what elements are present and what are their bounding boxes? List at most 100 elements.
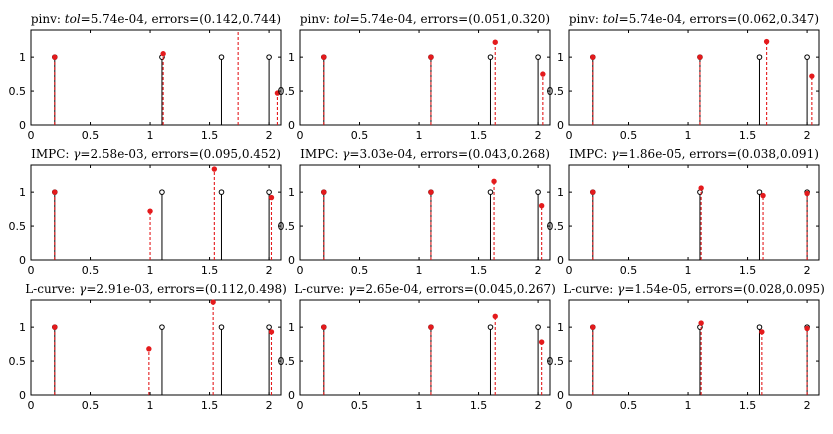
x-tick-label: 1.5 <box>470 129 488 142</box>
y-tick-label: 0.5 <box>9 85 27 98</box>
title-param: γ <box>617 282 625 296</box>
estimate-marker <box>428 54 434 60</box>
axes-frame <box>299 29 551 126</box>
x-tick-label: 2 <box>804 129 811 142</box>
subplot-7: L-curve: γ=2.91e-03, errors=(0.112,0.498… <box>9 282 287 412</box>
estimate-marker <box>809 73 815 79</box>
true-marker <box>535 54 541 60</box>
axes-frame <box>299 164 551 261</box>
true-marker <box>535 324 541 330</box>
title-prefix: L-curve: <box>294 282 348 296</box>
true-marker <box>487 189 494 195</box>
estimate-marker <box>698 320 704 326</box>
y-tick-label: 0.5 <box>278 355 296 368</box>
title-param: γ <box>79 282 87 296</box>
y-tick-label: 1 <box>19 51 26 64</box>
x-tick-label: 1 <box>685 129 692 142</box>
x-tick-label: 0.5 <box>82 129 100 142</box>
x-tick-label: 1.5 <box>201 399 219 412</box>
x-tick-label: 2 <box>535 399 542 412</box>
title-prefix: IMPC: <box>569 147 611 161</box>
x-tick-label: 0.5 <box>351 264 369 277</box>
true-marker <box>159 189 165 195</box>
estimate-marker <box>268 194 275 201</box>
x-tick-label: 0 <box>566 399 573 412</box>
estimate-marker <box>760 192 766 199</box>
estimate-marker <box>321 324 327 330</box>
title-prefix: IMPC: <box>300 147 342 161</box>
y-tick-label: 0.5 <box>547 85 565 98</box>
estimate-marker <box>147 208 153 214</box>
y-tick-label: 1 <box>288 321 295 334</box>
estimate-marker <box>321 54 327 60</box>
title-param: γ <box>611 147 619 161</box>
estimate-marker <box>428 324 434 330</box>
subplot-title: L-curve: γ=1.54e-05, errors=(0.028,0.095… <box>563 282 825 296</box>
x-tick-label: 0.5 <box>351 129 369 142</box>
estimate-marker <box>146 346 152 352</box>
estimate-marker <box>590 189 596 195</box>
x-tick-label: 1 <box>685 264 692 277</box>
title-value: =5.74e-04, errors=(0.062,0.347) <box>619 12 819 26</box>
y-tick-label: 0.5 <box>9 355 27 368</box>
true-marker <box>487 324 494 330</box>
x-tick-label: 0.5 <box>82 264 100 277</box>
x-tick-label: 0 <box>28 264 35 277</box>
title-value: =1.54e-05, errors=(0.028,0.095) <box>624 282 824 296</box>
subplot-8: L-curve: γ=2.65e-04, errors=(0.045,0.267… <box>278 282 556 412</box>
estimate-marker <box>491 178 497 184</box>
title-value: =2.91e-03, errors=(0.112,0.498) <box>86 282 286 296</box>
title-prefix: pinv: <box>300 12 334 26</box>
true-marker <box>804 54 810 60</box>
subplot-1: pinv: tol=5.74e-04, errors=(0.142,0.744)… <box>9 12 282 142</box>
x-tick-label: 1.5 <box>739 264 757 277</box>
x-tick-label: 1 <box>685 399 692 412</box>
true-marker <box>266 324 272 330</box>
estimate-marker <box>759 329 765 335</box>
x-tick-label: 1.5 <box>739 129 757 142</box>
title-value: =1.86e-05, errors=(0.038,0.091) <box>618 147 818 161</box>
title-prefix: pinv: <box>31 12 65 26</box>
x-tick-label: 0.5 <box>620 129 638 142</box>
x-tick-label: 0.5 <box>351 399 369 412</box>
x-tick-label: 0.5 <box>82 399 100 412</box>
true-marker <box>756 189 763 195</box>
title-param: γ <box>348 282 356 296</box>
x-tick-label: 0 <box>566 129 573 142</box>
estimate-marker <box>538 339 545 345</box>
estimate-marker <box>211 166 218 172</box>
axes-frame <box>30 164 282 261</box>
estimate-marker <box>492 39 498 45</box>
true-marker <box>756 324 763 330</box>
title-param: tol <box>603 12 619 26</box>
true-marker <box>159 324 165 330</box>
x-tick-label: 1.5 <box>470 264 488 277</box>
axes-frame <box>30 29 282 126</box>
x-tick-label: 2 <box>804 264 811 277</box>
true-marker <box>218 189 225 195</box>
estimate-marker <box>52 189 58 195</box>
y-tick-label: 0 <box>557 389 564 402</box>
true-marker <box>218 324 225 330</box>
axes-frame <box>568 29 820 126</box>
estimate-marker <box>698 185 704 191</box>
estimate-marker <box>274 90 281 96</box>
x-tick-label: 0 <box>297 264 304 277</box>
estimate-marker <box>763 38 770 45</box>
true-marker <box>266 54 272 60</box>
title-prefix: pinv: <box>569 12 603 26</box>
x-tick-label: 0.5 <box>620 264 638 277</box>
estimate-marker <box>428 189 434 195</box>
x-tick-label: 2 <box>535 129 542 142</box>
y-tick-label: 0.5 <box>278 85 296 98</box>
title-param: γ <box>342 147 350 161</box>
estimate-marker <box>52 54 58 60</box>
x-tick-label: 0 <box>297 399 304 412</box>
estimate-marker <box>268 329 275 335</box>
x-tick-label: 1 <box>416 264 423 277</box>
y-tick-label: 0.5 <box>547 355 565 368</box>
x-tick-label: 0.5 <box>620 399 638 412</box>
subplot-4: IMPC: γ=2.58e-03, errors=(0.095,0.452)0 0… <box>9 147 282 277</box>
y-tick-label: 0.5 <box>278 220 296 233</box>
y-tick-label: 1 <box>557 51 564 64</box>
